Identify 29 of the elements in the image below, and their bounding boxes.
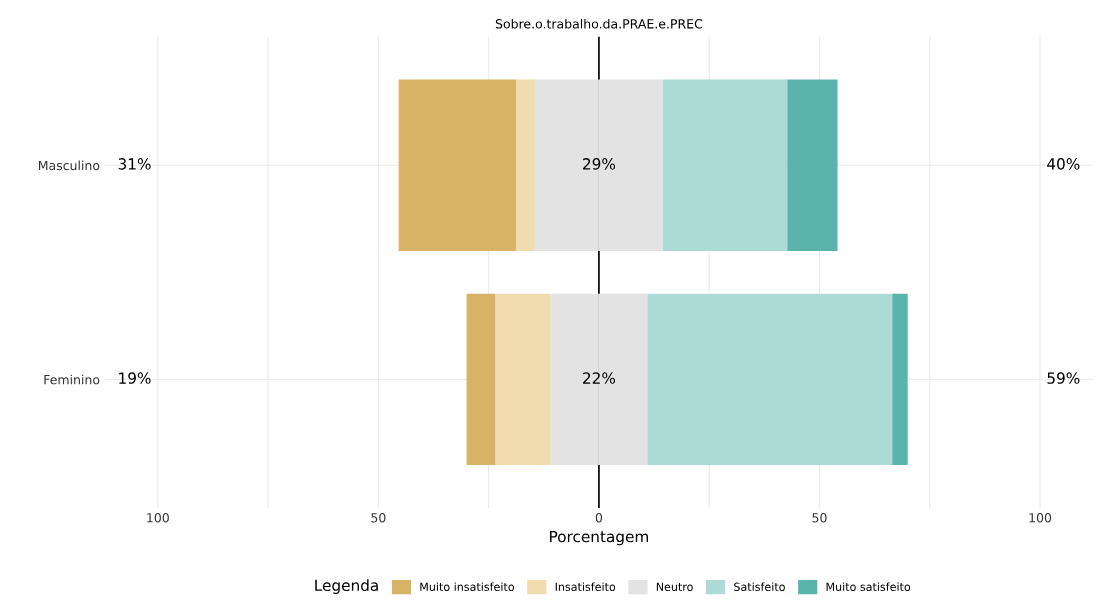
legend-label: Muito insatisfeito [420, 582, 515, 591]
annotation: 31% [118, 158, 151, 170]
x-axis-title: Porcentagem [550, 530, 648, 546]
annotation: 19% [119, 372, 151, 384]
bar [647, 293, 893, 466]
legend-label: Satisfeito [734, 582, 785, 591]
legend-label: Insatisfeito [555, 582, 616, 591]
x-tick-label: 100 [1029, 513, 1052, 523]
legend-title: Legenda [315, 579, 378, 595]
bar [515, 79, 535, 251]
x-tick-label: 50 [812, 513, 827, 523]
bar [892, 293, 908, 466]
legend-label: Neutro [656, 582, 693, 591]
bar [398, 79, 516, 251]
y-tick-label: Feminino [44, 374, 100, 385]
bar [662, 79, 788, 251]
bar [495, 293, 551, 466]
x-tick-label: 100 [147, 513, 169, 523]
bar [466, 293, 496, 466]
annotation: 29% [583, 158, 616, 170]
annotation: 40% [1047, 158, 1080, 170]
legend-label: Muito satisfeito [826, 582, 911, 591]
x-tick-label: 50 [371, 513, 386, 523]
y-tick-label: Masculino [38, 160, 100, 171]
bar [787, 79, 838, 251]
chart-title: Sobre.o.trabalho.da.PRAE.e.PREC [495, 18, 703, 29]
annotation: 59% [1047, 372, 1080, 384]
annotation: 22% [583, 372, 616, 384]
x-tick-label: 0 [595, 513, 603, 523]
